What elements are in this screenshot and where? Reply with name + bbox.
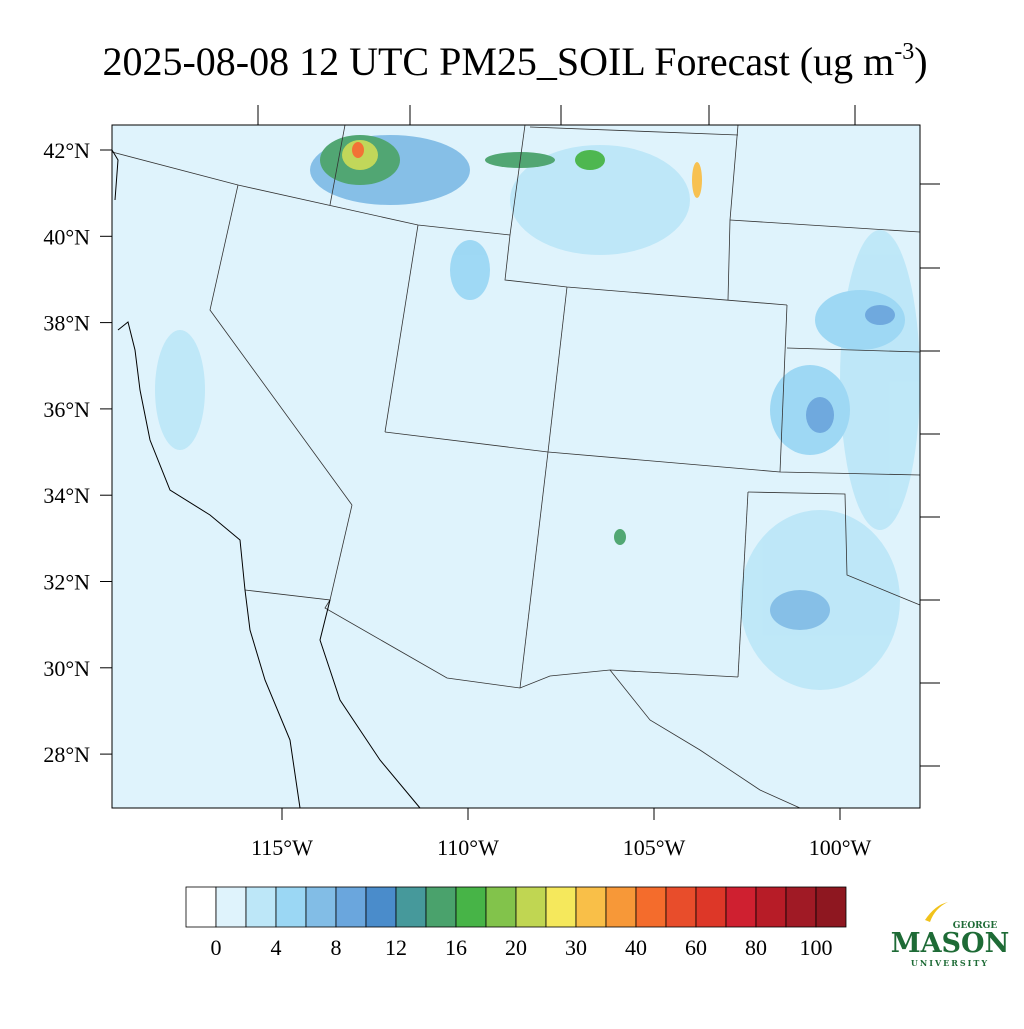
- colorbar-box: [755, 886, 787, 928]
- logo-top: GEORGE: [953, 921, 998, 931]
- colorbar-label: 100: [800, 935, 833, 960]
- lat-label: 34°N: [43, 483, 90, 508]
- lat-label: 38°N: [43, 311, 90, 336]
- colorbar-label: 16: [445, 935, 467, 960]
- colorbar-box: [695, 886, 727, 928]
- colorbar-box: [455, 886, 487, 928]
- colorbar-box: [815, 886, 847, 928]
- title: 2025-08-08 12 UTC PM25_SOIL Forecast (ug…: [102, 39, 927, 84]
- colorbar-box: [575, 886, 607, 928]
- logo-bottom: UNIVERSITY: [911, 958, 989, 968]
- colorbar-box: [395, 886, 427, 928]
- colorbar-box: [365, 886, 397, 928]
- lat-label: 28°N: [43, 742, 90, 767]
- colorbar-label: 0: [211, 935, 222, 960]
- lat-label: 42°N: [43, 138, 90, 163]
- colorbar-box: [635, 886, 667, 928]
- colorbar-box: [725, 886, 757, 928]
- map-frame: [111, 124, 921, 809]
- lon-label: 110°W: [437, 835, 499, 860]
- colorbar-label: 80: [745, 935, 767, 960]
- field: [155, 135, 920, 690]
- lon-label: 100°W: [809, 835, 872, 860]
- colorbar-label: 30: [565, 935, 587, 960]
- colorbar-box: [275, 886, 307, 928]
- colorbar-box: [485, 886, 517, 928]
- colorbar-box: [605, 886, 637, 928]
- colorbar-box: [785, 886, 817, 928]
- colorbar-box: [515, 886, 547, 928]
- colorbar-box: [215, 886, 247, 928]
- lon-label: 105°W: [623, 835, 686, 860]
- colorbar-label: 4: [271, 935, 282, 960]
- colorbar-box: [335, 886, 367, 928]
- map: [111, 124, 921, 809]
- colorbar-box: [665, 886, 697, 928]
- colorbar-label: 8: [331, 935, 342, 960]
- lat-label: 32°N: [43, 570, 90, 595]
- lat-label: 36°N: [43, 397, 90, 422]
- colorbar-label: 60: [685, 935, 707, 960]
- colorbar-box: [545, 886, 577, 928]
- colorbar-label: 20: [505, 935, 527, 960]
- colorbar-label: 40: [625, 935, 647, 960]
- colorbar-box: [305, 886, 337, 928]
- lat-label: 30°N: [43, 656, 90, 681]
- colorbar: 0 4 8 12 16 20 30 40 60 80 100: [185, 886, 847, 960]
- colorbar-box: [425, 886, 457, 928]
- lon-label: 115°W: [251, 835, 313, 860]
- colorbar-label: 12: [385, 935, 407, 960]
- colorbar-box: [245, 886, 277, 928]
- coastline: [111, 149, 421, 809]
- colorbar-box: [185, 886, 217, 928]
- logo: GEORGE MASON UNIVERSITY: [891, 902, 1010, 968]
- logo-main: MASON: [891, 928, 1010, 959]
- map-background: [112, 125, 920, 808]
- lat-label: 40°N: [43, 224, 90, 249]
